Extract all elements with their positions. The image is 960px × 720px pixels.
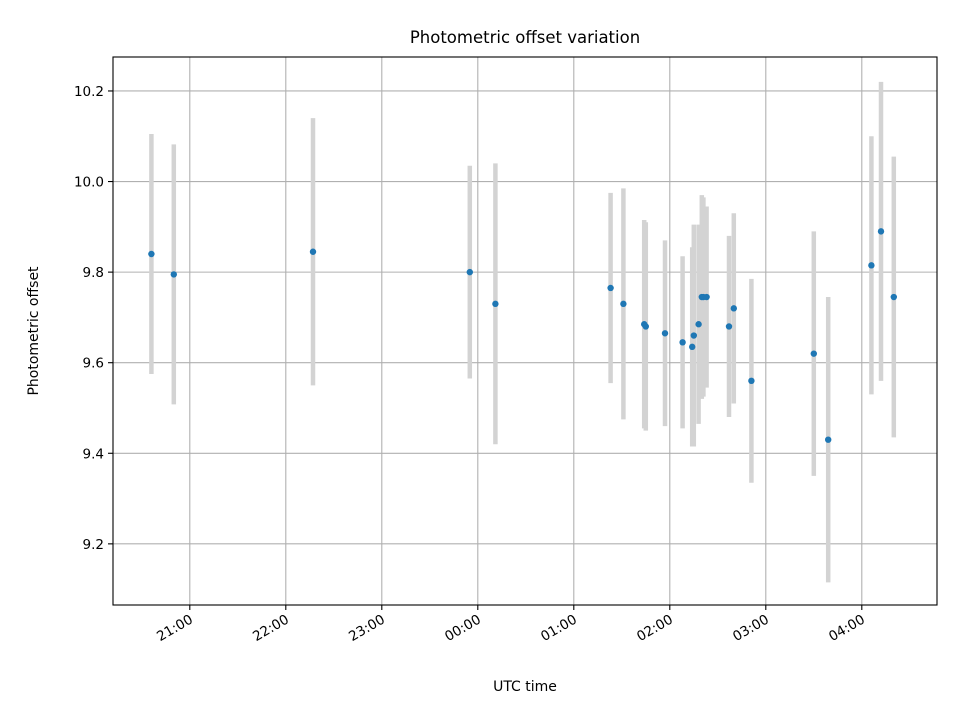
data-point [170,271,177,278]
data-point [148,250,155,258]
chart-title: Photometric offset variation [410,28,640,47]
data-point [466,268,473,276]
data-point [810,350,817,357]
data-point [868,262,875,269]
data-point [642,323,649,330]
data-point [877,228,885,235]
y-axis-label: Photometric offset [26,266,42,396]
y-axis-ticks: 9.2 9.4 9.6 9.8 10.0 10.2 [74,84,113,553]
data-point [689,343,696,351]
y-tick-label: 9.4 [83,446,104,462]
data-point [607,284,614,292]
x-axis-label: UTC time [493,679,557,695]
data-point [695,321,702,328]
y-tick-label: 9.6 [83,356,104,372]
data-point [748,377,755,385]
y-tick-label: 9.8 [83,265,104,281]
y-tick-label: 10.2 [74,84,104,100]
data-point [679,339,686,346]
y-tick-label: 9.2 [83,537,104,553]
grid-lines [113,57,937,605]
data-point [690,332,697,339]
data-point [730,305,737,312]
data-point [890,293,897,301]
data-point [703,293,710,301]
data-point [725,323,733,330]
data-point [825,436,832,443]
data-point [492,300,499,308]
plot-frame [112,56,938,606]
data-point [620,300,627,308]
data-point [661,330,669,337]
y-tick-label: 10.0 [74,175,104,191]
data-point [309,248,317,255]
data-points [148,228,897,443]
